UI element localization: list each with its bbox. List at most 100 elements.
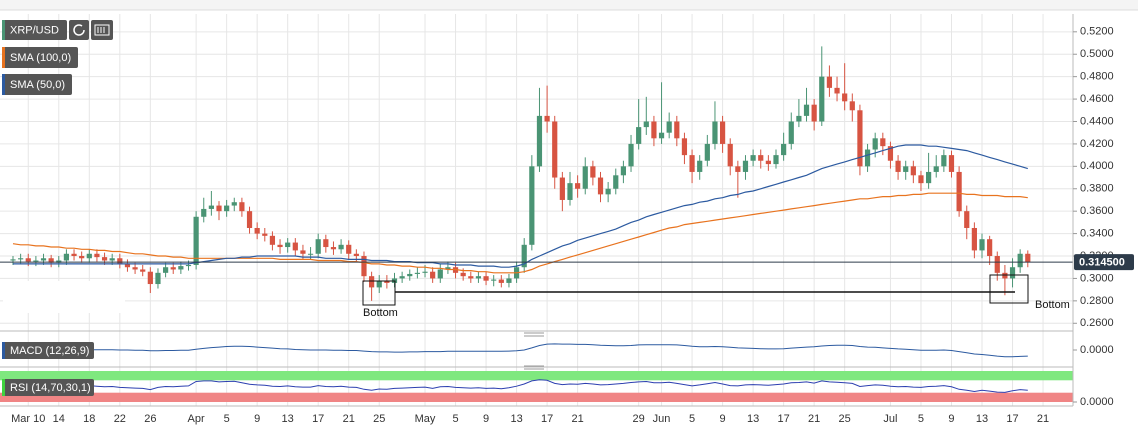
candle-body: [681, 138, 688, 156]
indicator-line: [12, 379, 1028, 393]
candle-body: [521, 244, 527, 268]
x-tick-label: Mar 10: [11, 413, 45, 425]
x-tick-label: May: [415, 413, 436, 425]
candle-body: [25, 258, 31, 262]
legend-item[interactable]: SMA (50,0): [2, 74, 72, 95]
resize-handle[interactable]: [524, 332, 544, 337]
refresh-button[interactable]: [69, 20, 89, 40]
candle-body: [384, 280, 390, 283]
x-tick-label: 14: [53, 413, 65, 425]
y-tick-label: 0.4200: [1080, 138, 1114, 150]
candle-body: [285, 242, 291, 248]
candle-body: [124, 263, 131, 268]
candle-body: [651, 121, 657, 139]
candle-body: [483, 276, 489, 281]
symbol-button[interactable]: XRP/USD: [2, 20, 67, 40]
legend-label: SMA (100,0): [10, 52, 71, 64]
toolbar: [0, 0, 1138, 10]
x-tick-label: 17: [778, 413, 790, 425]
data-button[interactable]: [91, 20, 113, 40]
candle-body: [971, 227, 977, 251]
x-tick-label: 21: [808, 413, 820, 425]
candle-body: [346, 244, 352, 254]
candle-body: [445, 267, 451, 270]
legend-item[interactable]: SMA (100,0): [2, 47, 78, 68]
candle-body: [590, 166, 596, 178]
overlay: Mar 10 14 18 22 26 Apr 5 9 13 17 21 25 May 5 9 13 17 21 29…: [11, 26, 1134, 425]
x-tick-label: 9: [720, 413, 726, 425]
legend-swatch: [2, 342, 5, 359]
blank-box: [3, 281, 125, 313]
legend-swatch: [2, 47, 5, 68]
candle-body: [315, 239, 321, 254]
panel-label: MACD (12,26,9): [10, 345, 89, 357]
candle-body: [178, 266, 184, 270]
candle-body: [40, 258, 47, 261]
candle-body: [781, 143, 787, 156]
candle-body: [773, 155, 779, 165]
candle-body: [330, 247, 337, 250]
candle-body: [48, 258, 54, 263]
candle-body: [71, 253, 77, 257]
candle-body: [193, 216, 199, 265]
x-tick-label: 13: [976, 413, 988, 425]
candle-body: [750, 155, 756, 161]
candle-body: [636, 127, 642, 144]
candle-body: [399, 276, 405, 279]
candle-body: [231, 202, 237, 206]
x-tick-label: 9: [483, 413, 489, 425]
x-tick-label: 21: [343, 413, 355, 425]
candle-body: [101, 257, 108, 261]
x-tick-label: 9: [948, 413, 954, 425]
y-tick-label: 0.3600: [1080, 205, 1114, 217]
x-tick-label: 17: [1006, 413, 1018, 425]
x-tick-label: 21: [571, 413, 583, 425]
candle-body: [94, 253, 100, 258]
candle-body: [437, 269, 443, 279]
candle-body: [56, 260, 62, 263]
y-tick-label: 0.3800: [1080, 183, 1114, 195]
candle-body: [948, 155, 955, 172]
candle-body: [605, 188, 611, 195]
sma-line: [13, 144, 1028, 268]
candle-body: [918, 175, 924, 184]
candle-body: [842, 93, 848, 102]
resize-handle[interactable]: [524, 365, 544, 370]
candle-body: [597, 177, 604, 195]
y-tick-label: 0.2800: [1080, 295, 1114, 307]
candle-body: [132, 267, 138, 270]
candle-body: [994, 256, 1000, 273]
candle-body: [872, 138, 878, 150]
candle-body: [201, 208, 207, 217]
candle-body: [1025, 253, 1031, 263]
candle-body: [719, 121, 726, 144]
candle-body: [239, 202, 245, 212]
candle-body: [475, 276, 482, 279]
candle-body: [956, 171, 962, 212]
x-tick-label: 17: [541, 413, 553, 425]
candle-body: [834, 87, 840, 94]
candle-body: [262, 233, 268, 236]
candle-body: [1002, 272, 1008, 279]
candle-body: [933, 166, 939, 172]
candle-body: [170, 267, 176, 270]
panel-legend[interactable]: RSI (14,70,30,1): [2, 379, 94, 396]
x-tick-label: 25: [839, 413, 851, 425]
marks: [0, 46, 1073, 402]
symbol: XRP/USD: [10, 24, 59, 36]
candle-body: [307, 253, 314, 255]
candle-body: [147, 271, 153, 285]
candle-body: [300, 250, 306, 254]
y-tick-label: 0.4000: [1080, 160, 1114, 172]
candle-body: [430, 271, 436, 279]
candle-body: [689, 155, 695, 172]
candle-body: [826, 76, 833, 88]
x-tick-label: 5: [918, 413, 924, 425]
y-tick-label: 0.4600: [1080, 93, 1114, 105]
legend-swatch: [2, 74, 5, 95]
candle-body: [552, 121, 558, 178]
panel-legend[interactable]: MACD (12,26,9): [2, 342, 94, 359]
candle-body: [376, 280, 382, 288]
x-tick-label: 13: [282, 413, 294, 425]
bottom-box: [362, 280, 396, 306]
